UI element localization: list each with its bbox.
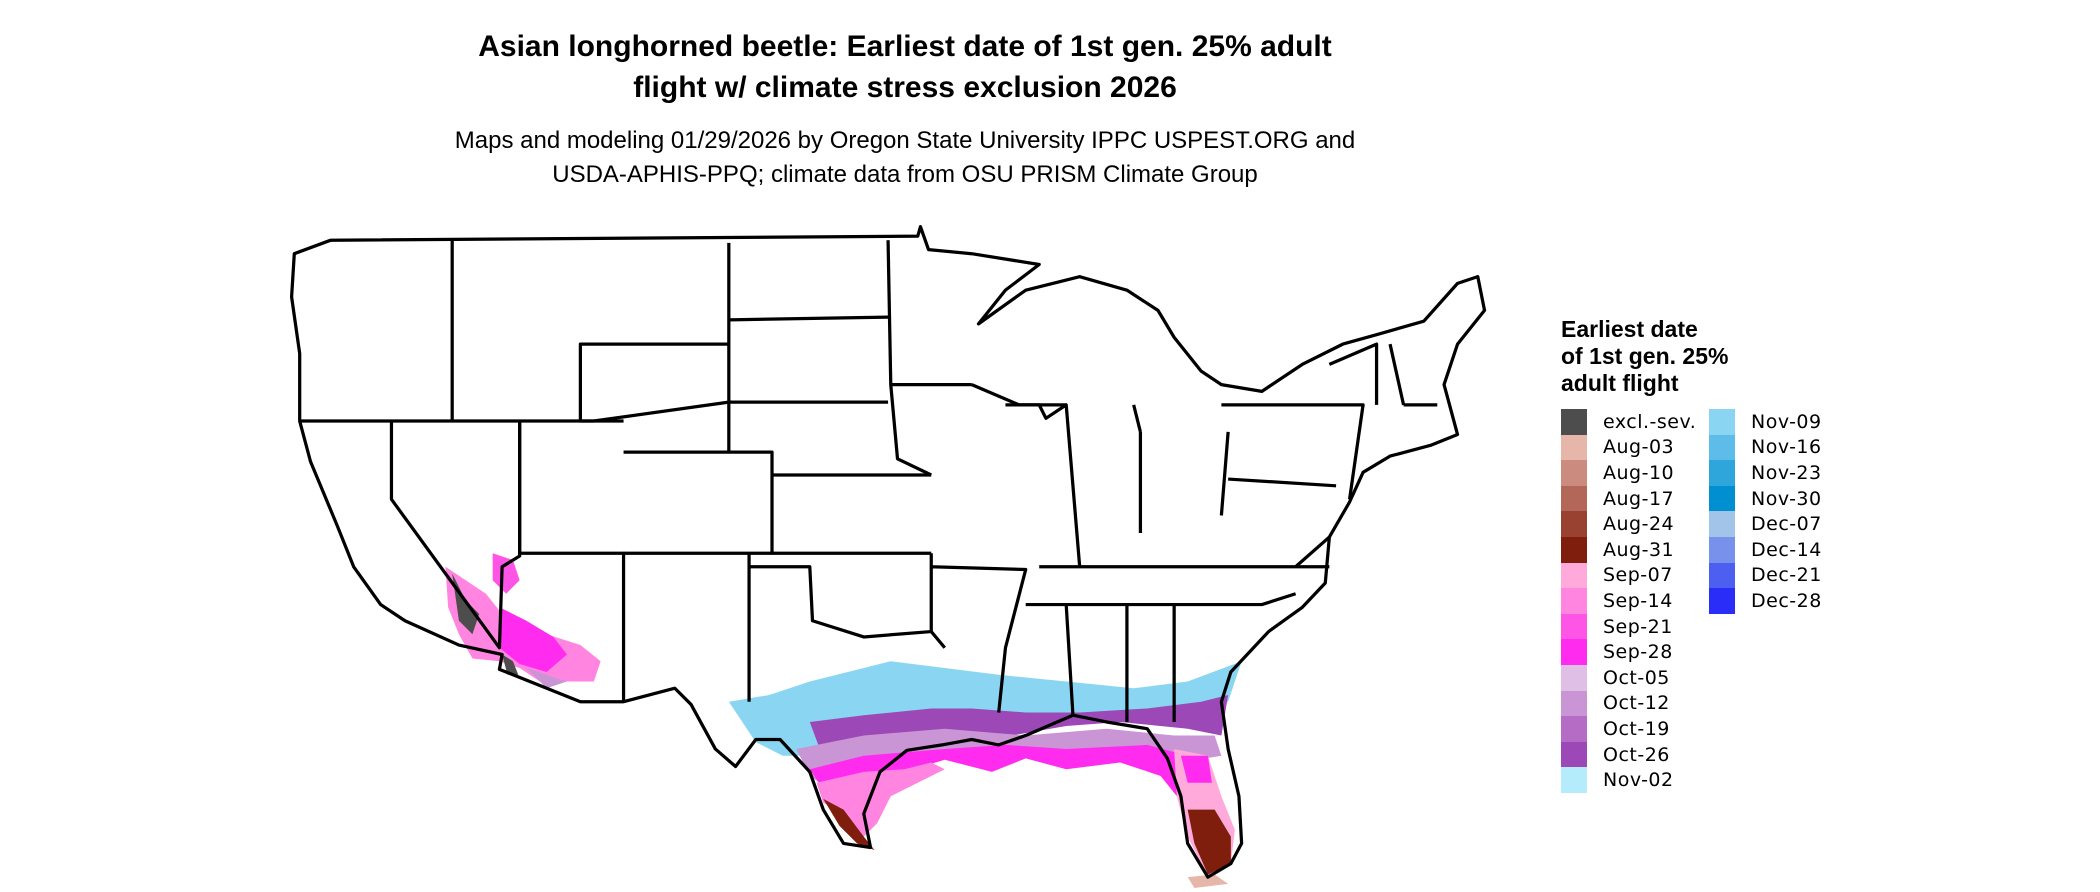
legend-swatch	[1709, 409, 1735, 435]
legend-label: Dec-14	[1751, 538, 1822, 561]
legend-label: Dec-28	[1751, 589, 1822, 612]
legend-item: Aug-17	[1561, 485, 1696, 512]
forecast-raster	[445, 553, 1242, 888]
legend-item: excl.-sev.	[1561, 409, 1696, 435]
legend-label: Oct-12	[1603, 692, 1670, 715]
legend-item: Sep-21	[1561, 613, 1696, 640]
subtitle-line-1: Maps and modeling 01/29/2026 by Oregon S…	[454, 127, 1356, 154]
legend-swatch	[1561, 562, 1587, 589]
legend-title-line: Earliest date	[1561, 316, 1698, 342]
legend-label: Oct-26	[1603, 743, 1670, 766]
legend-label: Aug-17	[1603, 487, 1675, 510]
legend-swatch	[1561, 613, 1587, 640]
subtitle-line-2: USDA-APHIS-PPQ; climate data from OSU PR…	[552, 161, 1258, 188]
legend-label: Nov-09	[1751, 410, 1822, 433]
legend-swatch	[1561, 460, 1587, 486]
chart-title: Asian longhorned beetle: Earliest date o…	[330, 26, 1480, 108]
legend-swatch	[1561, 588, 1587, 614]
legend-swatch	[1561, 434, 1587, 461]
legend-column-2: Nov-09 Nov-16 Nov-23 Nov-30 Dec-07 Dec-14 Dec-…	[1709, 409, 1822, 614]
legend-item: Dec-14	[1709, 536, 1822, 563]
legend-item: Nov-23	[1709, 460, 1822, 486]
legend-swatch	[1709, 511, 1735, 537]
legend-swatch	[1709, 562, 1735, 589]
legend-item: Dec-21	[1709, 562, 1822, 589]
chart-subtitle: Maps and modeling 01/29/2026 by Oregon S…	[330, 124, 1480, 192]
legend-item: Nov-30	[1709, 485, 1822, 512]
legend-title-line: adult flight	[1561, 370, 1679, 396]
legend-item: Dec-07	[1709, 511, 1822, 537]
legend-swatch	[1561, 741, 1587, 768]
legend-label: Aug-10	[1603, 461, 1675, 484]
legend-label: Nov-02	[1603, 769, 1674, 792]
legend-label: Sep-21	[1603, 615, 1673, 638]
legend-swatch	[1709, 536, 1735, 563]
legend-label: Sep-14	[1603, 589, 1673, 612]
legend-swatch	[1709, 434, 1735, 461]
legend-column-1: excl.-sev. Aug-03 Aug-10 Aug-17 Aug-24 Aug-31…	[1561, 409, 1696, 793]
state-boundaries	[289, 225, 1487, 879]
title-line-1: Asian longhorned beetle: Earliest date o…	[478, 30, 1332, 63]
legend-item: Aug-03	[1561, 434, 1696, 461]
legend-label: Oct-19	[1603, 717, 1670, 740]
legend-label: Aug-24	[1603, 513, 1675, 536]
legend-item: Sep-14	[1561, 588, 1696, 614]
legend-swatch	[1561, 664, 1587, 691]
legend-swatch	[1561, 409, 1587, 435]
legend-label: Sep-28	[1603, 641, 1673, 664]
legend-swatch	[1561, 767, 1587, 793]
legend-title: Earliest date of 1st gen. 25% adult flig…	[1561, 316, 1728, 397]
legend-item: Nov-16	[1709, 434, 1822, 461]
legend-item: Oct-05	[1561, 664, 1696, 691]
legend-swatch	[1561, 716, 1587, 742]
legend-item: Aug-24	[1561, 511, 1696, 537]
legend-swatch	[1709, 460, 1735, 486]
legend-swatch	[1561, 511, 1587, 537]
legend-swatch	[1709, 485, 1735, 512]
legend-title-line: of 1st gen. 25%	[1561, 343, 1729, 369]
legend-label: Oct-05	[1603, 666, 1670, 689]
legend-item: Aug-10	[1561, 460, 1696, 486]
legend-swatch	[1561, 690, 1587, 717]
legend-item: Oct-19	[1561, 716, 1696, 742]
legend-label: Aug-31	[1603, 538, 1675, 561]
legend-label: excl.-sev.	[1603, 410, 1697, 433]
legend-label: Sep-07	[1603, 564, 1673, 587]
legend-swatch	[1709, 588, 1735, 614]
legend-label: Nov-23	[1751, 461, 1822, 484]
legend-label: Aug-03	[1603, 436, 1675, 459]
legend-label: Dec-21	[1751, 564, 1822, 587]
legend-swatch	[1561, 536, 1587, 563]
legend-item: Nov-09	[1709, 409, 1822, 435]
legend-label: Nov-16	[1751, 436, 1822, 459]
legend-item: Aug-31	[1561, 536, 1696, 563]
title-line-2: flight w/ climate stress exclusion 2026	[633, 71, 1177, 104]
legend-item: Oct-12	[1561, 690, 1696, 717]
legend-item: Nov-02	[1561, 767, 1696, 793]
legend-item: Dec-28	[1709, 588, 1822, 614]
legend-label: Dec-07	[1751, 513, 1822, 536]
legend-swatch	[1561, 485, 1587, 512]
legend-item: Sep-07	[1561, 562, 1696, 589]
legend-item: Sep-28	[1561, 639, 1696, 665]
legend-label: Nov-30	[1751, 487, 1822, 510]
legend-item: Oct-26	[1561, 741, 1696, 768]
legend-swatch	[1561, 639, 1587, 665]
